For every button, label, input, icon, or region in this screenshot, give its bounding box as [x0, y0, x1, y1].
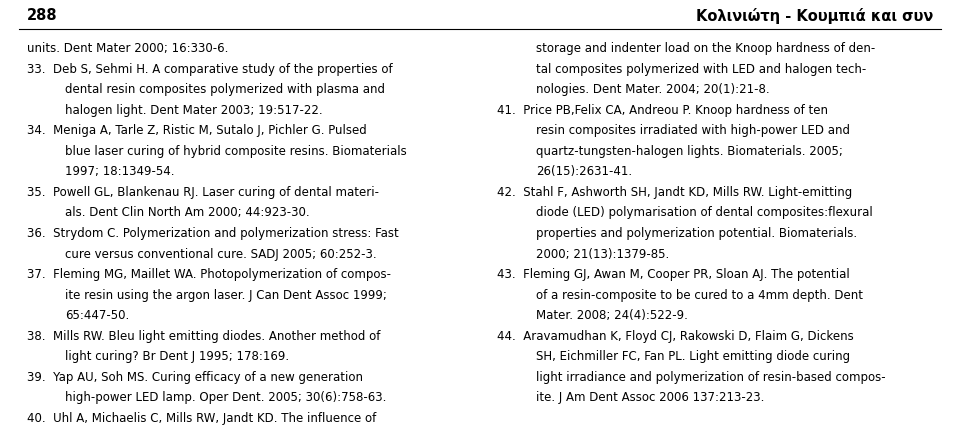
Text: nologies. Dent Mater. 2004; 20(1):21-8.: nologies. Dent Mater. 2004; 20(1):21-8. [536, 83, 769, 96]
Text: tal composites polymerized with LED and halogen tech-: tal composites polymerized with LED and … [536, 63, 866, 76]
Text: 41.  Price PB,Felix CA, Andreou P. Knoop hardness of ten: 41. Price PB,Felix CA, Andreou P. Knoop … [497, 104, 828, 117]
Text: quartz-tungsten-halogen lights. Biomaterials. 2005;: quartz-tungsten-halogen lights. Biomater… [536, 145, 843, 158]
Text: 39.  Yap AU, Soh MS. Curing efficacy of a new generation: 39. Yap AU, Soh MS. Curing efficacy of a… [27, 371, 363, 384]
Text: 288: 288 [27, 8, 58, 23]
Text: 43.  Fleming GJ, Awan M, Cooper PR, Sloan AJ. The potential: 43. Fleming GJ, Awan M, Cooper PR, Sloan… [497, 268, 850, 281]
Text: 40.  Uhl A, Michaelis C, Mills RW, Jandt KD. The influence of: 40. Uhl A, Michaelis C, Mills RW, Jandt … [27, 412, 376, 425]
Text: 2000; 21(13):1379-85.: 2000; 21(13):1379-85. [536, 248, 669, 260]
Text: 36.  Strydom C. Polymerization and polymerization stress: Fast: 36. Strydom C. Polymerization and polyme… [27, 227, 398, 240]
Text: Κολινιώτη - Κουμπιά και συν: Κολινιώτη - Κουμπιά και συν [696, 8, 933, 24]
Text: cure versus conventional cure. SADJ 2005; 60:252-3.: cure versus conventional cure. SADJ 2005… [65, 248, 377, 260]
Text: units. Dent Mater 2000; 16:330-6.: units. Dent Mater 2000; 16:330-6. [27, 42, 228, 55]
Text: diode (LED) polymarisation of dental composites:flexural: diode (LED) polymarisation of dental com… [536, 206, 873, 219]
Text: 1997; 18:1349-54.: 1997; 18:1349-54. [65, 165, 175, 178]
Text: 44.  Aravamudhan K, Floyd CJ, Rakowski D, Flaim G, Dickens: 44. Aravamudhan K, Floyd CJ, Rakowski D,… [497, 330, 854, 343]
Text: ite. J Am Dent Assoc 2006 137:213-23.: ite. J Am Dent Assoc 2006 137:213-23. [536, 391, 764, 404]
Text: Mater. 2008; 24(4):522-9.: Mater. 2008; 24(4):522-9. [536, 309, 687, 322]
Text: properties and polymerization potential. Biomaterials.: properties and polymerization potential.… [536, 227, 857, 240]
Text: high-power LED lamp. Oper Dent. 2005; 30(6):758-63.: high-power LED lamp. Oper Dent. 2005; 30… [65, 391, 387, 404]
Text: SH, Eichmiller FC, Fan PL. Light emitting diode curing: SH, Eichmiller FC, Fan PL. Light emittin… [536, 350, 850, 363]
Text: als. Dent Clin North Am 2000; 44:923-30.: als. Dent Clin North Am 2000; 44:923-30. [65, 206, 310, 219]
Text: ite resin using the argon laser. J Can Dent Assoc 1999;: ite resin using the argon laser. J Can D… [65, 289, 387, 301]
Text: 35.  Powell GL, Blankenau RJ. Laser curing of dental materi-: 35. Powell GL, Blankenau RJ. Laser curin… [27, 186, 379, 199]
Text: of a resin-composite to be cured to a 4mm depth. Dent: of a resin-composite to be cured to a 4m… [536, 289, 863, 301]
Text: dental resin composites polymerized with plasma and: dental resin composites polymerized with… [65, 83, 385, 96]
Text: 42.  Stahl F, Ashworth SH, Jandt KD, Mills RW. Light-emitting: 42. Stahl F, Ashworth SH, Jandt KD, Mill… [497, 186, 852, 199]
Text: 37.  Fleming MG, Maillet WA. Photopolymerization of compos-: 37. Fleming MG, Maillet WA. Photopolymer… [27, 268, 391, 281]
Text: light curing? Br Dent J 1995; 178:169.: light curing? Br Dent J 1995; 178:169. [65, 350, 289, 363]
Text: resin composites irradiated with high-power LED and: resin composites irradiated with high-po… [536, 124, 850, 137]
Text: storage and indenter load on the Knoop hardness of den-: storage and indenter load on the Knoop h… [536, 42, 875, 55]
Text: 26(15):2631-41.: 26(15):2631-41. [536, 165, 632, 178]
Text: 33.  Deb S, Sehmi H. A comparative study of the properties of: 33. Deb S, Sehmi H. A comparative study … [27, 63, 393, 76]
Text: 38.  Mills RW. Bleu light emitting diodes. Another method of: 38. Mills RW. Bleu light emitting diodes… [27, 330, 380, 343]
Text: blue laser curing of hybrid composite resins. Biomaterials: blue laser curing of hybrid composite re… [65, 145, 407, 158]
Text: 65:447-50.: 65:447-50. [65, 309, 130, 322]
Text: light irradiance and polymerization of resin-based compos-: light irradiance and polymerization of r… [536, 371, 885, 384]
Text: halogen light. Dent Mater 2003; 19:517-22.: halogen light. Dent Mater 2003; 19:517-2… [65, 104, 323, 117]
Text: 34.  Meniga A, Tarle Z, Ristic M, Sutalo J, Pichler G. Pulsed: 34. Meniga A, Tarle Z, Ristic M, Sutalo … [27, 124, 367, 137]
